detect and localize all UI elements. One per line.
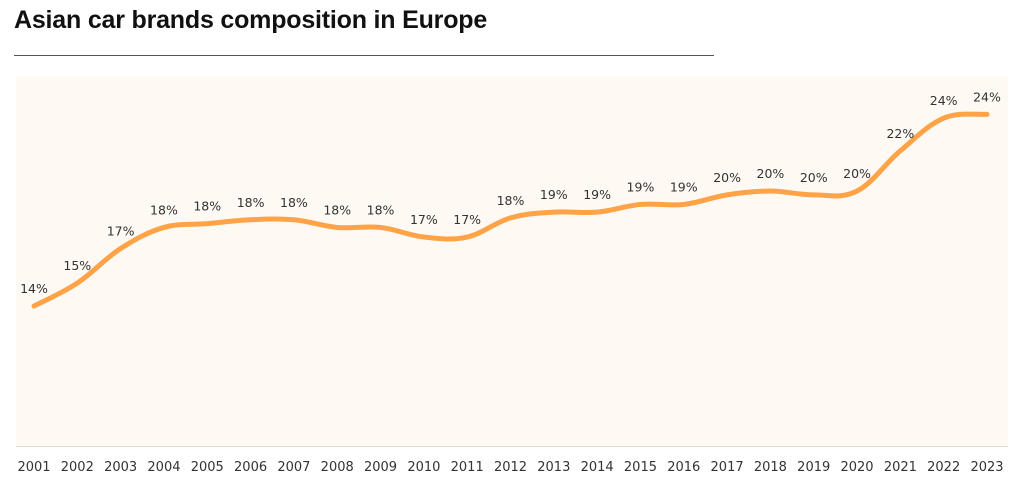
x-tick-2015: 2015 — [624, 460, 657, 475]
x-tick-2016: 2016 — [667, 460, 700, 475]
x-tick-2013: 2013 — [537, 460, 570, 475]
x-tick-2011: 2011 — [451, 460, 484, 475]
data-label-2019: 20% — [800, 170, 828, 185]
x-tick-2014: 2014 — [581, 460, 614, 475]
data-label-2014: 19% — [583, 187, 611, 202]
x-tick-2003: 2003 — [104, 460, 137, 475]
data-label-2004: 18% — [150, 202, 178, 217]
data-label-2020: 20% — [843, 166, 871, 181]
x-tick-2021: 2021 — [884, 460, 917, 475]
x-tick-2018: 2018 — [754, 460, 787, 475]
data-label-2018: 20% — [757, 166, 785, 181]
data-label-2021: 22% — [886, 126, 914, 141]
x-tick-2006: 2006 — [234, 460, 267, 475]
data-label-2001: 14% — [20, 281, 48, 296]
data-label-2017: 20% — [713, 170, 741, 185]
data-label-2015: 19% — [627, 179, 655, 194]
data-label-2016: 19% — [670, 179, 698, 194]
data-label-2010: 17% — [410, 212, 438, 227]
data-label-2002: 15% — [63, 258, 91, 273]
data-label-2007: 18% — [280, 195, 308, 210]
chart-title: Asian car brands composition in Europe — [14, 6, 488, 34]
data-label-2012: 18% — [497, 193, 525, 208]
plot-background — [16, 76, 1008, 446]
data-label-2009: 18% — [367, 202, 395, 217]
data-label-2011: 17% — [453, 212, 481, 227]
x-tick-2019: 2019 — [797, 460, 830, 475]
x-tick-2017: 2017 — [711, 460, 744, 475]
x-tick-2023: 2023 — [970, 460, 1003, 475]
data-label-2023: 24% — [973, 89, 1001, 104]
x-tick-labels: 2001 2002 2003 2004 2005 2006 2007 2008 2009 2010… — [17, 460, 1003, 475]
data-label-2006: 18% — [237, 195, 265, 210]
data-label-2013: 19% — [540, 187, 568, 202]
series-line — [31, 111, 990, 309]
data-label-2003: 17% — [107, 224, 135, 239]
x-tick-2008: 2008 — [321, 460, 354, 475]
x-tick-2009: 2009 — [364, 460, 397, 475]
x-tick-2004: 2004 — [147, 460, 180, 475]
data-labels: 14% 15% 17% 18% 18% 18% 18% 18% 18% 17% 17% 18% 19% 1… — [20, 89, 1001, 296]
x-tick-2007: 2007 — [277, 460, 310, 475]
x-tick-2005: 2005 — [191, 460, 224, 475]
x-tick-2020: 2020 — [840, 460, 873, 475]
x-tick-2022: 2022 — [927, 460, 960, 475]
x-tick-2012: 2012 — [494, 460, 527, 475]
title-divider — [14, 55, 714, 56]
x-tick-2001: 2001 — [17, 460, 50, 475]
x-tick-2002: 2002 — [61, 460, 94, 475]
data-label-2005: 18% — [193, 199, 221, 214]
data-label-2022: 24% — [930, 93, 958, 108]
data-label-2008: 18% — [323, 202, 351, 217]
x-tick-2010: 2010 — [407, 460, 440, 475]
